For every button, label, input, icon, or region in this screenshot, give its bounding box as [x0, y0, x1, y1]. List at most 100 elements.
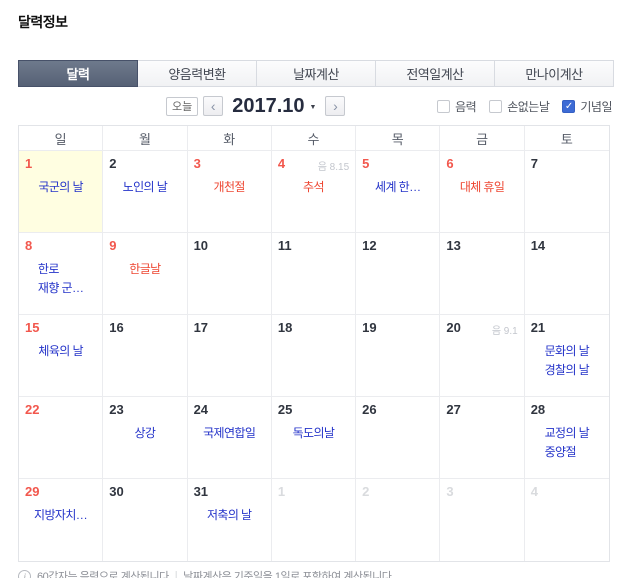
day-cell-24: 24 국제연합일 [187, 397, 272, 479]
day-cell-31: 31 저축의 날 [188, 479, 272, 561]
footer-separator: | [174, 570, 178, 578]
calendar-grid: 일 월 화 수 목 금 토 1 국군의 날 2 노인의 날 3 개천절 4 음 8.15 추석 5 세계 한… 6 대… [18, 125, 610, 562]
day-number: 19 [362, 320, 377, 335]
day-number: 13 [446, 238, 461, 253]
tab-date-calculator[interactable]: 날짜계산 [257, 60, 376, 87]
holiday-label: 세계 한… [375, 180, 421, 194]
day-cell-11: 11 [271, 233, 357, 315]
today-button[interactable]: 오늘 [166, 96, 199, 116]
holiday-label: 경찰의 날 [544, 363, 590, 377]
calendar-toolbar: 오늘 ‹ 2017.10 ▼ › 음력 손없는날 ✓ 기념일 [18, 87, 614, 125]
day-cell-5: 5 세계 한… [356, 151, 441, 233]
tab-korean-age-calculator[interactable]: 만나이계산 [495, 60, 614, 87]
day-number: 23 [109, 402, 124, 417]
weekday-header: 일 [19, 126, 104, 151]
day-cell-6: 6 대체 휴일 [440, 151, 525, 233]
holiday-label: 저축의 날 [206, 508, 252, 522]
lunar-checkbox[interactable]: 음력 [437, 98, 477, 115]
day-number: 15 [25, 320, 40, 335]
day-number: 31 [193, 484, 209, 499]
day-cell-16: 16 [103, 315, 188, 397]
day-cell-22: 22 [19, 397, 104, 479]
weekday-header: 토 [524, 126, 609, 151]
holiday-label: 재향 군… [37, 281, 84, 295]
checkbox-label: 손없는날 [507, 99, 550, 114]
day-number: 2 [109, 156, 117, 171]
month-dropdown[interactable]: 2017.10 ▼ [232, 95, 316, 118]
day-cell-18: 18 [271, 315, 357, 397]
prev-month-button[interactable]: ‹ [203, 96, 224, 116]
day-cell-12: 12 [356, 233, 441, 315]
day-cell-27: 27 [440, 397, 525, 479]
day-cell-3: 3 개천절 [187, 151, 272, 233]
day-cell-10: 10 [187, 233, 272, 315]
weekday-header: 수 [271, 126, 357, 151]
day-number: 5 [362, 156, 370, 171]
day-number: 3 [446, 484, 454, 499]
holiday-label: 독도의날 [292, 426, 335, 440]
tab-discharge-date-calculator[interactable]: 전역일계산 [376, 60, 495, 87]
day-number: 9 [109, 238, 117, 253]
next-month-day-cell-4: 4 [525, 479, 609, 561]
checkbox-label: 기념일 [580, 99, 612, 114]
day-number: 22 [25, 402, 40, 417]
day-number: 1 [277, 484, 286, 499]
day-number: 16 [109, 320, 124, 335]
holiday-label: 체육의 날 [38, 344, 83, 358]
day-cell-25: 25 독도의날 [271, 397, 357, 479]
holiday-label: 한글날 [129, 262, 161, 276]
day-cell-28: 28 교정의 날 중양절 [524, 397, 609, 479]
day-number: 3 [193, 156, 201, 171]
day-number: 8 [25, 238, 33, 253]
weekday-header: 목 [356, 126, 441, 151]
chevron-down-icon: ▼ [309, 104, 317, 111]
holiday-label: 대체 휴일 [459, 180, 505, 194]
next-month-day-cell-3: 3 [440, 479, 525, 561]
day-number: 1 [25, 156, 33, 171]
day-number: 28 [530, 402, 546, 417]
footer-note-text-2: 날짜계산은 기준일을 1일로 포함하여 계산됩니다 [183, 571, 392, 578]
holiday-label: 추석 [303, 180, 324, 194]
day-number: 10 [193, 238, 209, 253]
day-cell-29: 29 지방자치… [19, 479, 104, 561]
check-icon: ✓ [562, 99, 576, 113]
page-title: 달력정보 [18, 14, 68, 30]
next-month-day-cell-1: 1 [272, 479, 357, 561]
tab-solar-lunar-converter[interactable]: 양음력변환 [138, 60, 257, 87]
day-cell-2: 2 노인의 날 [103, 151, 188, 233]
holiday-label: 한로 [37, 262, 59, 276]
day-cell-19: 19 [356, 315, 441, 397]
day-cell-23: 23 상강 [103, 397, 188, 479]
day-number: 17 [193, 320, 209, 335]
day-number: 30 [109, 484, 124, 499]
info-icon: i [18, 569, 31, 578]
day-number: 4 [530, 484, 538, 499]
day-number: 27 [446, 402, 461, 417]
tab-calendar[interactable]: 달력 [18, 60, 138, 87]
anniversary-checkbox[interactable]: ✓ 기념일 [562, 98, 612, 115]
no-evil-spirits-day-checkbox[interactable]: 손없는날 [489, 98, 550, 115]
day-cell-9: 9 한글날 [103, 233, 188, 315]
lunar-date-label: 음 8.15 [317, 162, 350, 173]
footer-note: i 60갑자는 음력으로 계산됩니다 | 날짜계산은 기준일을 1일로 포함하여… [18, 568, 614, 578]
checkbox-group: 음력 손없는날 ✓ 기념일 [437, 98, 614, 115]
checkbox-box [489, 99, 503, 113]
holiday-label: 국제연합일 [203, 426, 256, 440]
day-cell-17: 17 [187, 315, 272, 397]
day-number: 29 [25, 484, 40, 499]
next-month-button[interactable]: › [325, 96, 346, 116]
holiday-label: 지방자치… [34, 508, 88, 522]
lunar-date-label: 음 9.1 [491, 326, 518, 337]
day-cell-13: 13 [440, 233, 525, 315]
day-number: 21 [530, 320, 546, 335]
holiday-label: 상강 [134, 426, 156, 440]
holiday-label: 문화의 날 [544, 344, 590, 358]
day-number: 2 [362, 484, 370, 499]
day-number: 4 [277, 156, 286, 171]
holiday-label: 중양절 [544, 445, 577, 459]
chevron-left-icon: ‹ [210, 97, 216, 114]
day-cell-4: 4 음 8.15 추석 [271, 151, 357, 233]
weekday-header: 금 [440, 126, 525, 151]
day-number: 12 [362, 238, 377, 253]
holiday-label: 노인의 날 [122, 180, 168, 194]
